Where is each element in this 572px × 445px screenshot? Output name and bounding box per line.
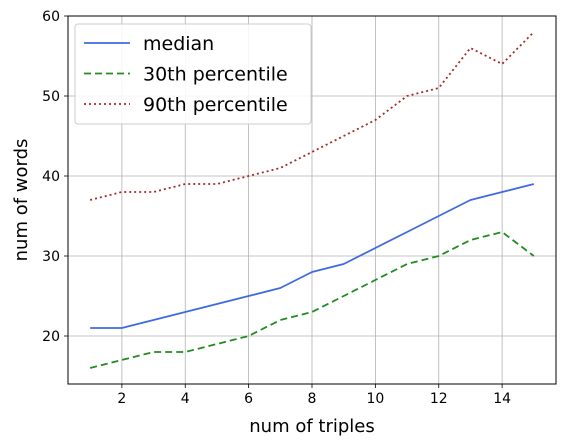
series-line-median — [90, 183, 535, 329]
y-tick-label: 20 — [42, 329, 60, 345]
x-tick-label: 8 — [308, 391, 317, 407]
x-tick-label: 2 — [117, 391, 126, 407]
legend-entry-30th-percentile: 30th percentile — [143, 64, 288, 86]
y-tick-label: 50 — [42, 89, 60, 105]
y-tick-label: 40 — [42, 169, 60, 185]
x-tick-label: 12 — [430, 391, 448, 407]
y-tick-label: 60 — [42, 9, 60, 25]
series-line-90th-percentile — [89, 31, 535, 201]
x-tick-label: 14 — [493, 391, 511, 407]
axis-ticks: 2 4 6 8 10 12 14 20 30 40 50 60 — [42, 9, 511, 407]
legend-entry-90th-percentile: 90th percentile — [143, 94, 288, 116]
x-tick-label: 4 — [181, 391, 190, 407]
y-tick-label: 30 — [42, 249, 60, 265]
legend: median 30th percentile 90th percentile — [74, 23, 312, 125]
legend-entry-median: median — [143, 33, 214, 55]
x-tick-label: 10 — [366, 391, 384, 407]
legend-box — [74, 23, 312, 125]
x-tick-label: 6 — [244, 391, 253, 407]
y-axis-label: num of words — [11, 139, 32, 262]
series-layer — [89, 31, 535, 369]
x-axis-label: num of triples — [249, 416, 374, 437]
